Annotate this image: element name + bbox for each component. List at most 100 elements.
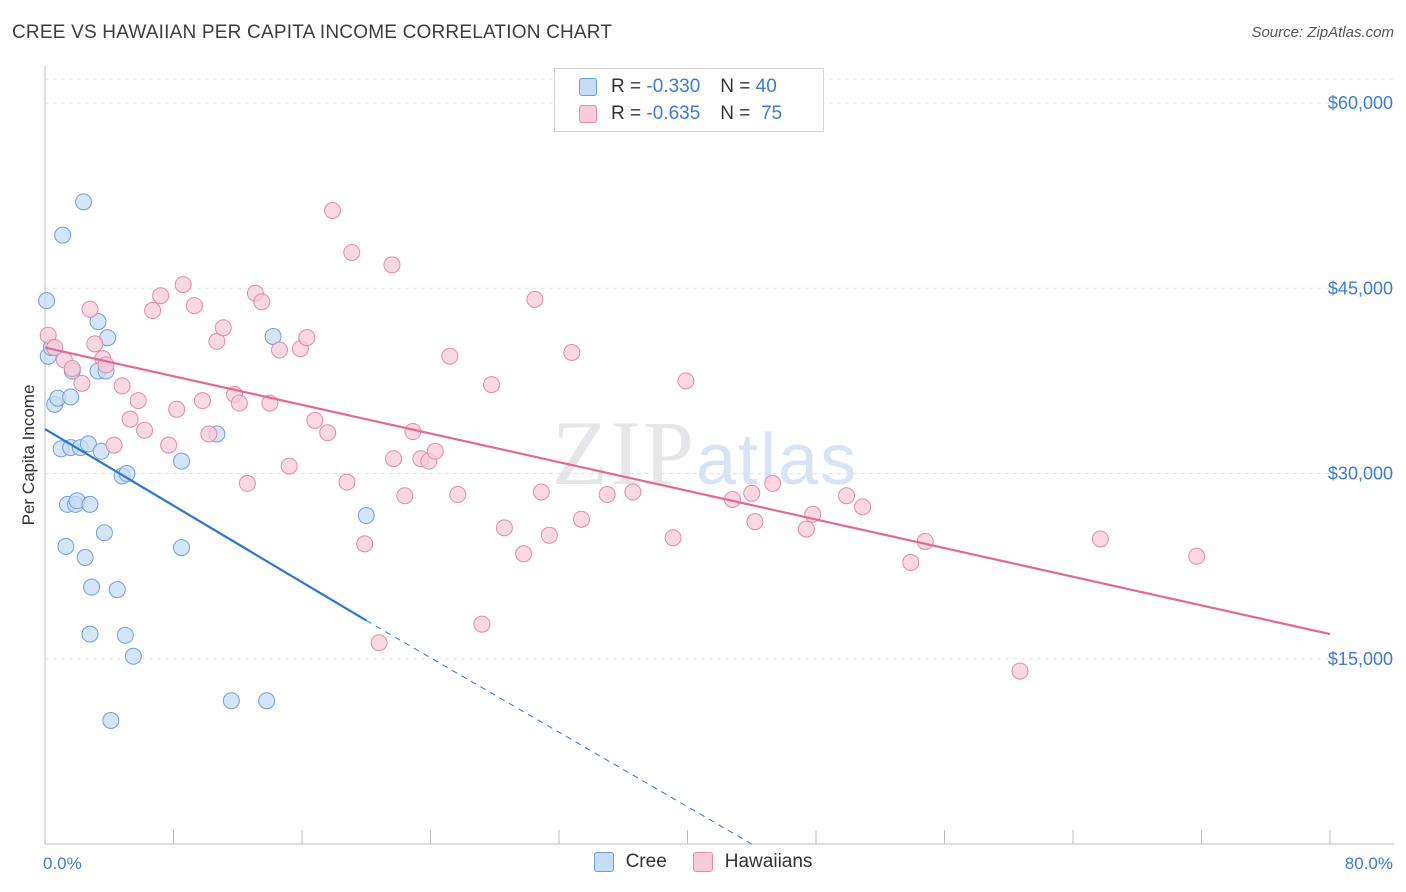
y-tick-label: $30,000 <box>1328 464 1393 484</box>
hawaiian-point <box>306 411 324 429</box>
cree-point <box>116 626 134 644</box>
hawaiian-point <box>200 425 218 443</box>
hawaiian-point <box>324 201 342 219</box>
hawaiian-point <box>624 483 642 501</box>
hawaiian-point <box>113 377 131 395</box>
hawaiian-point <box>193 392 211 410</box>
hawaiian-point <box>230 394 248 412</box>
hawaiian-point <box>396 487 414 505</box>
source-label: Source: ZipAtlas.com <box>1251 24 1394 41</box>
hawaiian-point <box>383 256 401 274</box>
hawaiian-point <box>532 483 550 501</box>
hawaiian-point <box>144 302 162 320</box>
hawaiian-point <box>370 634 388 652</box>
hawaiian-point <box>902 553 920 571</box>
cree-point <box>83 578 101 596</box>
cree-point <box>89 313 107 331</box>
cree-point <box>102 712 120 730</box>
hawaiian-point <box>483 376 501 394</box>
hawaiian-point <box>441 347 459 365</box>
hawaiian-point <box>81 300 99 318</box>
legend-r-label: R = <box>611 76 642 97</box>
hawaiian-point <box>563 344 581 362</box>
chart-title: CREE VS HAWAIIAN PER CAPITA INCOME CORRE… <box>12 22 613 43</box>
hawaiian-trendline <box>44 346 1331 636</box>
hawaiian-point <box>746 513 764 531</box>
cree-point <box>57 537 75 555</box>
cree-point <box>357 507 375 525</box>
cree-point <box>81 625 99 643</box>
cree-point <box>54 226 72 244</box>
hawaiian-point <box>105 436 123 454</box>
legend-n-label: N = <box>720 103 751 124</box>
hawaiian-point <box>838 487 856 505</box>
cree-trendline-extension <box>365 620 753 845</box>
hawaiian-point <box>515 545 533 563</box>
hawaiian-point <box>271 341 289 359</box>
y-tick-label: $15,000 <box>1328 649 1393 669</box>
cree-point <box>38 292 56 310</box>
hawaiian-point <box>664 529 682 547</box>
hawaiian-point <box>1091 530 1109 548</box>
legend-n-label: N = <box>720 76 751 97</box>
hawaiian-point <box>129 392 147 410</box>
y-tick-label: $60,000 <box>1328 93 1393 113</box>
hawaiian-point <box>208 332 226 350</box>
series-legend: Cree Hawaiians <box>0 851 1406 873</box>
cree-point <box>258 692 276 710</box>
hawaiian-point <box>63 360 81 378</box>
hawaiian-point <box>426 442 444 460</box>
hawaiian-point <box>1011 662 1029 680</box>
hawaiian-point <box>764 474 782 492</box>
hawaiian-point <box>319 424 337 442</box>
hawaiian-point <box>238 474 256 492</box>
hawaiian-point <box>168 400 186 418</box>
hawaiian-point <box>298 329 316 347</box>
hawaiian-point <box>136 421 154 439</box>
legend-item-hawaiians: Hawaiians <box>692 851 812 873</box>
cree-swatch <box>579 78 597 96</box>
hawaiians-legend-swatch <box>692 852 713 872</box>
hawaiian-point <box>677 372 695 390</box>
hawaiian-point <box>495 519 513 537</box>
x-tick-label: 0.0% <box>43 854 82 873</box>
hawaiian-point <box>253 293 271 311</box>
hawaiian-point <box>743 484 761 502</box>
hawaiian-point <box>86 335 104 353</box>
cree-point <box>76 548 94 566</box>
cree-trendline <box>44 428 367 622</box>
x-tick-label: 80.0% <box>1345 854 1393 873</box>
cree-point <box>124 647 142 665</box>
hawaiian-point <box>598 486 616 504</box>
hawaiian-point <box>174 276 192 294</box>
hawaiian-point <box>121 410 139 428</box>
cree-point <box>108 581 126 599</box>
legend-r-label: R = <box>611 103 642 124</box>
hawaiian-point <box>343 243 361 261</box>
legend-n-value: 40 <box>755 76 777 97</box>
cree-point <box>264 327 282 345</box>
cree-legend-swatch <box>593 852 614 872</box>
legend-row-hawaiians: R = -0.635 N = 75 <box>579 102 782 126</box>
legend-n-value: 75 <box>760 103 783 124</box>
hawaiian-point <box>185 297 203 315</box>
cree-point <box>95 524 113 542</box>
hawaiian-point <box>214 319 232 337</box>
cree-point <box>81 495 99 513</box>
hawaiian-point <box>356 535 374 553</box>
cree-point <box>75 193 93 211</box>
y-tick-label: $45,000 <box>1328 278 1393 298</box>
hawaiian-point <box>338 473 356 491</box>
legend-item-cree: Cree <box>593 851 667 873</box>
correlation-legend: R = -0.330 N = 40 R = -0.635 N = 75 <box>554 68 824 132</box>
hawaiian-point <box>449 486 467 504</box>
hawaiian-point <box>73 374 91 392</box>
legend-item-label: Cree <box>625 851 667 872</box>
legend-row-cree: R = -0.330 N = 40 <box>579 75 777 99</box>
hawaiians-swatch <box>579 105 597 123</box>
hawaiian-point <box>797 520 815 538</box>
cree-point <box>222 692 240 710</box>
cree-point <box>173 452 191 470</box>
hawaiian-point <box>540 526 558 544</box>
